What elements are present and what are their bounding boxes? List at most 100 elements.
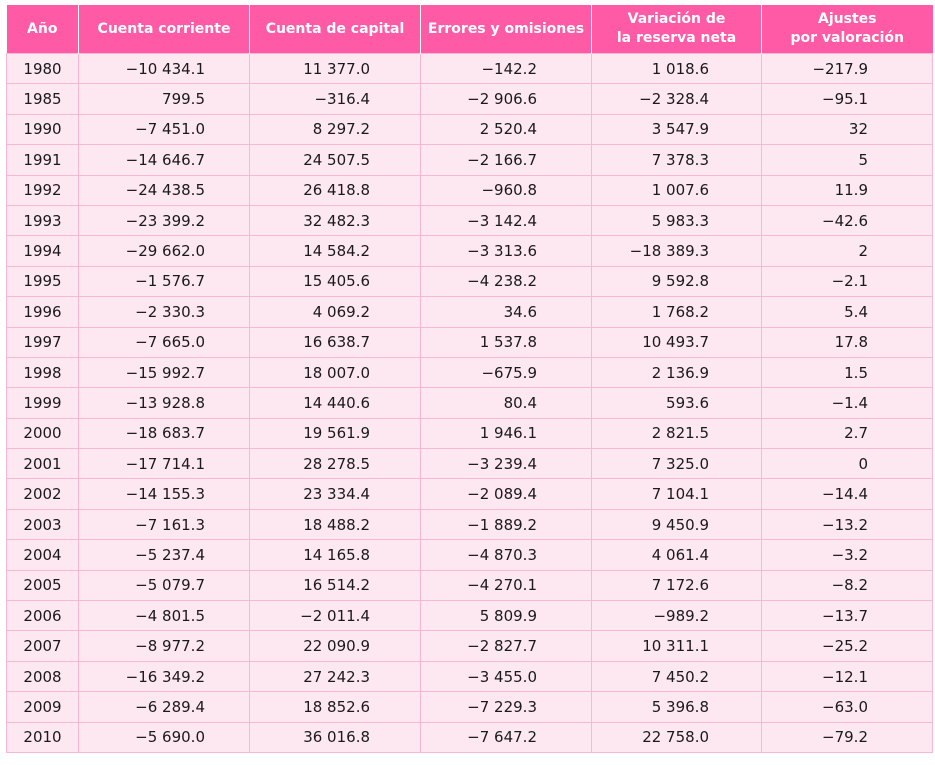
current-account-cell: −17 714.1 [78,448,250,480]
errors-omissions-cell: 1 946.1 [420,417,592,450]
table-row: 2003 −7 161.3 18 488.2 −1 889.2 9 450.9 −13.2 [6,508,933,541]
valuation-adjustments-cell: −13.2 [761,508,933,541]
table-row: 1997 −7 665.0 16 638.7 1 537.8 10 493.7 17.8 [6,326,933,358]
capital-account-cell: 16 638.7 [249,326,421,358]
capital-account-cell: 19 561.9 [249,417,421,450]
header-current-account: Cuenta corriente [78,5,250,54]
net-reserve-change-cell: 22 758.0 [591,721,762,753]
valuation-adjustments-cell: −79.2 [761,721,933,753]
table-row: 2010 −5 690.0 36 016.8 −7 647.2 22 758.0 −79.… [6,721,933,753]
errors-omissions-cell: −4 270.1 [420,569,592,602]
table-row: 1985 799.5 −316.4 −2 906.6 −2 328.4 −95.1 [6,83,933,115]
capital-account-cell: 28 278.5 [249,448,421,480]
valuation-adjustments-cell: −217.9 [761,52,933,85]
year-cell: 2003 [6,508,79,541]
balance-table-container: Año Cuenta corriente Cuenta de capital E… [6,5,933,753]
balance-of-payments-table: Año Cuenta corriente Cuenta de capital E… [6,5,933,753]
current-account-cell: −14 646.7 [78,144,250,176]
year-cell: 1995 [6,265,79,298]
capital-account-cell: 11 377.0 [249,52,421,85]
table-row: 2005 −5 079.7 16 514.2 −4 270.1 7 172.6 −8.2 [6,569,933,602]
valuation-adjustments-cell: 5 [761,144,933,176]
net-reserve-change-cell: 1 768.2 [591,296,762,328]
errors-omissions-cell: −4 870.3 [420,539,592,571]
capital-account-cell: 26 418.8 [249,174,421,206]
errors-omissions-cell: −3 142.4 [420,204,592,237]
net-reserve-change-cell: 4 061.4 [591,539,762,571]
current-account-cell: −13 928.8 [78,387,250,419]
current-account-cell: −16 349.2 [78,660,250,693]
table-row: 1990 −7 451.0 8 297.2 2 520.4 3 547.9 32 [6,113,933,146]
year-cell: 1992 [6,174,79,206]
year-cell: 1991 [6,144,79,176]
net-reserve-change-cell: 10 311.1 [591,630,762,662]
header-capital-account: Cuenta de capital [249,5,421,54]
valuation-adjustments-cell: 2 [761,235,933,267]
valuation-adjustments-cell: −3.2 [761,539,933,571]
net-reserve-change-cell: −989.2 [591,600,762,632]
year-cell: 2007 [6,630,79,662]
valuation-adjustments-cell: −1.4 [761,387,933,419]
current-account-cell: −4 801.5 [78,600,250,632]
errors-omissions-cell: 2 520.4 [420,113,592,146]
capital-account-cell: 8 297.2 [249,113,421,146]
net-reserve-change-cell: 7 172.6 [591,569,762,602]
valuation-adjustments-cell: −13.7 [761,600,933,632]
current-account-cell: −10 434.1 [78,52,250,85]
year-cell: 2009 [6,691,79,723]
capital-account-cell: 36 016.8 [249,721,421,753]
net-reserve-change-cell: 9 592.8 [591,265,762,298]
table-body: 1980 −10 434.1 11 377.0 −142.2 1 018.6 −217.9… [6,52,933,753]
errors-omissions-cell: −3 455.0 [420,660,592,693]
current-account-cell: −18 683.7 [78,417,250,450]
capital-account-cell: −2 011.4 [249,600,421,632]
capital-account-cell: 27 242.3 [249,660,421,693]
year-cell: 2008 [6,660,79,693]
table-row: 2006 −4 801.5 −2 011.4 5 809.9 −989.2 −13.7 [6,600,933,632]
net-reserve-change-cell: 5 983.3 [591,204,762,237]
net-reserve-change-cell: 9 450.9 [591,508,762,541]
header-net-reserve-change: Variación de la reserva neta [591,5,762,54]
year-cell: 2001 [6,448,79,480]
header-row: Año Cuenta corriente Cuenta de capital E… [6,5,933,54]
table-row: 1992 −24 438.5 26 418.8 −960.8 1 007.6 11.9 [6,174,933,206]
year-cell: 2002 [6,478,79,510]
errors-omissions-cell: −3 239.4 [420,448,592,480]
net-reserve-change-cell: 2 821.5 [591,417,762,450]
table-row: 2009 −6 289.4 18 852.6 −7 229.3 5 396.8 −63.0 [6,691,933,723]
net-reserve-change-cell: 1 007.6 [591,174,762,206]
year-cell: 1980 [6,52,79,85]
capital-account-cell: 15 405.6 [249,265,421,298]
capital-account-cell: −316.4 [249,83,421,115]
year-cell: 1997 [6,326,79,358]
net-reserve-change-cell: −2 328.4 [591,83,762,115]
net-reserve-change-cell: 5 396.8 [591,691,762,723]
errors-omissions-cell: −675.9 [420,356,592,389]
valuation-adjustments-cell: 32 [761,113,933,146]
net-reserve-change-cell: 2 136.9 [591,356,762,389]
valuation-adjustments-cell: −25.2 [761,630,933,662]
valuation-adjustments-cell: −42.6 [761,204,933,237]
year-cell: 1990 [6,113,79,146]
errors-omissions-cell: −2 827.7 [420,630,592,662]
year-cell: 2006 [6,600,79,632]
errors-omissions-cell: −1 889.2 [420,508,592,541]
valuation-adjustments-cell: 1.5 [761,356,933,389]
capital-account-cell: 32 482.3 [249,204,421,237]
table-row: 2007 −8 977.2 22 090.9 −2 827.7 10 311.1 −25.… [6,630,933,662]
current-account-cell: 799.5 [78,83,250,115]
current-account-cell: −5 079.7 [78,569,250,602]
capital-account-cell: 18 488.2 [249,508,421,541]
year-cell: 1998 [6,356,79,389]
table-row: 2001 −17 714.1 28 278.5 −3 239.4 7 325.0 0 [6,448,933,480]
valuation-adjustments-cell: −63.0 [761,691,933,723]
errors-omissions-cell: −960.8 [420,174,592,206]
capital-account-cell: 18 852.6 [249,691,421,723]
header-year: Año [6,5,79,54]
capital-account-cell: 18 007.0 [249,356,421,389]
current-account-cell: −29 662.0 [78,235,250,267]
valuation-adjustments-cell: 0 [761,448,933,480]
net-reserve-change-cell: 7 325.0 [591,448,762,480]
errors-omissions-cell: −4 238.2 [420,265,592,298]
table-row: 2004 −5 237.4 14 165.8 −4 870.3 4 061.4 −3.2 [6,539,933,571]
